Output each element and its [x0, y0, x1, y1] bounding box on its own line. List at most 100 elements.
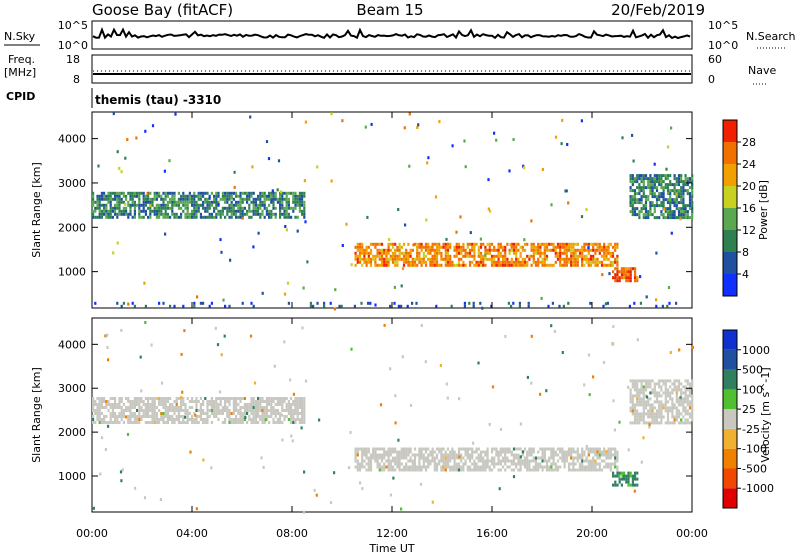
echo-cell: [471, 456, 474, 460]
echo-cell: [361, 248, 364, 252]
echo-cell: [598, 468, 601, 472]
echo-cell: [283, 191, 286, 195]
echo-cell: [296, 418, 299, 421]
echo-cell: [471, 462, 474, 466]
echo-cell: [543, 257, 546, 261]
echo-cell: [199, 418, 202, 421]
echo-cell: [644, 385, 648, 389]
echo-cell: [219, 197, 222, 201]
echo-cell: [559, 456, 562, 460]
echo-cell: [506, 450, 509, 454]
echo-cell: [361, 257, 364, 261]
echo-cell: [118, 421, 121, 424]
echo-cell: [517, 263, 520, 267]
echo-cell: [116, 197, 119, 201]
echo-cell: [241, 212, 244, 216]
echo-cell: [548, 468, 551, 472]
echo-cell: [182, 418, 185, 421]
echo-cell: [301, 412, 304, 415]
echo-cell: [378, 453, 381, 457]
echo-cell: [402, 447, 406, 451]
echo-cell: [660, 201, 663, 205]
echo-cell: [682, 210, 685, 214]
echo-cell: [204, 412, 207, 415]
echo-cell: [442, 257, 445, 261]
echo-cell: [523, 166, 526, 170]
echo-cell: [504, 459, 507, 463]
echo-cell: [230, 418, 233, 421]
echo-cell: [688, 385, 692, 389]
echo-cell: [182, 191, 185, 195]
echo-cell: [279, 397, 282, 400]
echo-cell: [210, 400, 213, 403]
echo-cell: [175, 203, 178, 207]
echo-cell: [144, 304, 147, 308]
echo-cell: [532, 248, 535, 252]
echo-cell: [100, 212, 103, 216]
echo-cell: [257, 400, 260, 403]
echo-cell: [391, 447, 395, 451]
echo-cell: [294, 200, 297, 204]
echo-cell: [653, 382, 656, 386]
echo-cell: [164, 194, 167, 198]
echo-cell: [614, 480, 617, 484]
echo-cell: [468, 263, 472, 267]
echo-cell: [397, 208, 400, 211]
echo-cell: [468, 468, 472, 472]
echo-cell: [149, 409, 152, 412]
echo-cell: [252, 409, 255, 412]
echo-cell: [647, 180, 650, 184]
colorbar-tick-label: 1000: [742, 344, 770, 357]
echo-cell: [127, 415, 130, 418]
echo-cell: [431, 245, 434, 249]
echo-cell: [484, 251, 487, 255]
echo-cell: [671, 382, 674, 386]
echo-cell: [391, 468, 395, 472]
echo-cell: [296, 203, 299, 207]
echo-cell: [303, 400, 306, 403]
echo-cell: [281, 400, 284, 403]
echo-cell: [457, 260, 461, 264]
echo-cell: [219, 215, 222, 219]
echo-cell: [96, 415, 99, 418]
echo-cell: [633, 177, 637, 181]
echo-cell: [673, 388, 676, 392]
echo-cell: [473, 450, 476, 454]
echo-cell: [644, 195, 648, 199]
echo-cell: [462, 260, 465, 264]
echo-cell: [675, 391, 678, 395]
echo-cell: [217, 209, 220, 213]
echo-cell: [684, 394, 687, 398]
echo-cell: [433, 465, 436, 469]
echo-cell: [169, 406, 172, 409]
echo-cell: [620, 276, 623, 280]
echo-cell: [252, 418, 255, 421]
echo-cell: [589, 301, 592, 305]
echo-cell: [462, 248, 465, 252]
echo-cell: [119, 470, 123, 474]
echo-cell: [111, 406, 114, 409]
echo-cell: [673, 204, 676, 208]
echo-cell: [594, 450, 597, 454]
echo-cell: [151, 421, 154, 424]
echo-cell: [583, 248, 586, 252]
echo-cell: [224, 197, 227, 201]
echo-cell: [431, 260, 434, 264]
echo-cell: [587, 453, 590, 457]
echo-cell: [578, 465, 582, 469]
echo-cell: [449, 468, 452, 472]
echo-cell: [257, 409, 260, 412]
echo-cell: [127, 203, 130, 207]
echo-cell: [594, 260, 597, 264]
echo-cell: [649, 201, 652, 205]
echo-cell: [413, 447, 417, 451]
echo-cell: [526, 456, 529, 460]
echo-cell: [550, 465, 553, 469]
velocity-colorbar-label: Velocity [m s^-1]: [759, 367, 772, 462]
echo-cell: [473, 263, 476, 267]
echo-cell: [237, 403, 240, 406]
echo-cell: [383, 260, 386, 264]
echo-cell: [292, 392, 295, 396]
